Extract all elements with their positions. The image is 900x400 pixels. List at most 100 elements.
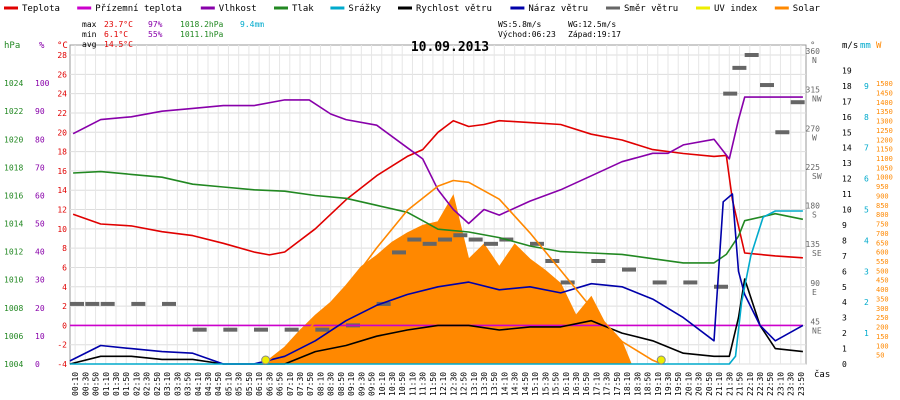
tick-humidity: 20 — [35, 304, 45, 313]
tick-time: 18:30 — [633, 372, 642, 396]
tick-direction-deg: 270 — [806, 124, 821, 133]
tick-time: 05:10 — [224, 372, 233, 396]
tick-time: 11:30 — [419, 372, 428, 396]
tick-time: 08:10 — [316, 372, 325, 396]
tick-solar: 500 — [876, 267, 889, 275]
series-teplota — [72, 119, 803, 259]
tick-temperature: 20 — [57, 128, 67, 137]
tick-temperature: 26 — [57, 70, 67, 79]
tick-time: 09:30 — [357, 372, 366, 396]
tick-wind: 16 — [842, 113, 852, 122]
tick-temperature: 16 — [57, 167, 67, 176]
tick-time: 20:30 — [695, 372, 704, 396]
tick-solar: 1400 — [876, 99, 893, 107]
tick-humidity: 70 — [35, 163, 45, 172]
tick-wind: 0 — [842, 360, 847, 369]
tick-rain: 3 — [864, 267, 869, 276]
tick-wind: 10 — [842, 206, 852, 215]
legend-label: Přízemní teplota — [95, 4, 182, 14]
tick-time: 00:10 — [71, 372, 80, 396]
stat-wg: WG:12.5m/s — [568, 20, 616, 29]
tick-solar: 150 — [876, 333, 889, 341]
tick-humidity: 100 — [35, 79, 50, 88]
tick-time: 13:30 — [480, 372, 489, 396]
unit-label-ms: m/s — [842, 41, 858, 51]
tick-direction-name: S — [812, 211, 817, 220]
unit-label-deg: ° — [810, 41, 815, 51]
tick-temperature: 8 — [62, 244, 67, 253]
tick-humidity: 40 — [35, 248, 45, 257]
tick-time: 16:30 — [572, 372, 581, 396]
tick-time: 05:30 — [235, 372, 244, 396]
tick-time: 03:30 — [173, 372, 182, 396]
tick-time: 16:10 — [562, 372, 571, 396]
tick-time: 02:30 — [143, 372, 152, 396]
tick-humidity: 80 — [35, 135, 45, 144]
tick-solar: 400 — [876, 286, 889, 294]
stat-value: 6.1°C — [104, 30, 128, 39]
tick-humidity: 10 — [35, 332, 45, 341]
tick-humidity: 30 — [35, 276, 45, 285]
tick-pressure: 1010 — [4, 276, 23, 285]
tick-time: 10:30 — [388, 372, 397, 396]
sun-marker — [261, 355, 271, 365]
series-rychlost-v-tru — [69, 278, 803, 365]
stat-sunset: Západ:19:17 — [568, 30, 621, 39]
tick-time: 17:10 — [592, 372, 601, 396]
stat-sunrise: Východ:06:23 — [498, 30, 556, 39]
tick-solar: 1150 — [876, 146, 893, 154]
tick-solar: 300 — [876, 305, 889, 313]
legend-label: Tlak — [292, 4, 314, 14]
legend-label: Náraz větru — [528, 4, 588, 14]
tick-time: 12:30 — [449, 372, 458, 396]
tick-time: 19:10 — [654, 372, 663, 396]
tick-time: 07:10 — [286, 372, 295, 396]
tick-time: 21:10 — [715, 372, 724, 396]
tick-time: 04:50 — [214, 372, 223, 396]
chart-title: 10.09.2013 — [411, 40, 489, 55]
tick-wind: 6 — [842, 267, 847, 276]
stat-value: 1018.2hPa — [180, 20, 224, 29]
tick-direction-name: NW — [812, 95, 822, 104]
stat-value: 97% — [148, 20, 163, 29]
series-n-raz-v-tru — [69, 193, 804, 365]
tick-pressure: 1024 — [4, 79, 23, 88]
unit-label-w: W — [876, 41, 882, 51]
tick-direction-name: SW — [812, 172, 822, 181]
tick-time: 12:50 — [460, 372, 469, 396]
tick-humidity: 0 — [35, 360, 40, 369]
tick-rain: 4 — [864, 236, 869, 245]
tick-solar: 1450 — [876, 89, 893, 97]
tick-direction-name: N — [812, 56, 817, 65]
tick-wind: 8 — [842, 236, 847, 245]
tick-time: 10:50 — [398, 372, 407, 396]
legend-label: Solar — [793, 4, 821, 14]
tick-humidity: 50 — [35, 220, 45, 229]
tick-time: 16:50 — [582, 372, 591, 396]
tick-solar: 1500 — [876, 80, 893, 88]
tick-solar: 950 — [876, 183, 889, 191]
tick-wind: 2 — [842, 329, 847, 338]
tick-temperature: 4 — [62, 283, 67, 292]
series-sr-ky — [70, 210, 803, 365]
tick-direction-deg: 360 — [806, 47, 821, 56]
tick-direction-deg: 90 — [810, 279, 820, 288]
tick-time: 21:50 — [736, 372, 745, 396]
tick-time: 06:10 — [255, 372, 264, 396]
tick-time: 11:50 — [429, 372, 438, 396]
stat-value: max — [82, 20, 97, 29]
tick-time: 10:10 — [378, 372, 387, 396]
tick-time: 22:30 — [756, 372, 765, 396]
tick-wind: 14 — [842, 144, 852, 153]
tick-rain: 8 — [864, 113, 869, 122]
tick-temperature: 18 — [57, 148, 67, 157]
tick-time: 01:10 — [102, 372, 111, 396]
unit-label-hpa: hPa — [4, 41, 20, 51]
tick-time: 04:10 — [194, 372, 203, 396]
series-solar — [262, 179, 663, 365]
tick-time: 14:30 — [511, 372, 520, 396]
tick-time: 13:50 — [490, 372, 499, 396]
tick-solar: 100 — [876, 342, 889, 350]
tick-solar: 200 — [876, 324, 889, 332]
